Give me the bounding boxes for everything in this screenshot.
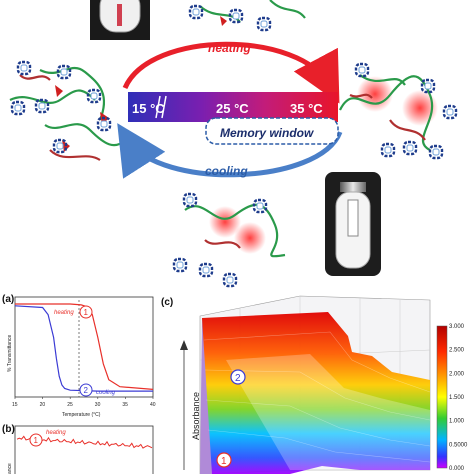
polymer-cluster-left — [9, 66, 126, 161]
panel-b-ylabel-fragment: ance — [7, 463, 13, 474]
temp-low-label: 15 °C — [132, 101, 165, 116]
colorbar-tick-label: 0.000 — [449, 466, 465, 472]
cooling-label: cooling — [205, 164, 248, 178]
panel-a-marker-heating — [79, 305, 93, 319]
schematic: heating cooling 15 °C 25 °C 35 °C Memory… — [9, 0, 458, 288]
panel-b-heating-label: heating — [46, 430, 66, 436]
temp-high-label: 35 °C — [290, 101, 323, 116]
colorbar-tick-label: 0.5000 — [449, 442, 468, 448]
panel-a-marker-heating-text: 1 — [84, 308, 89, 317]
panel-b-frame — [14, 425, 154, 474]
panel-a-x-tick-label: 35 — [122, 402, 128, 408]
panel-a-x-ticks: 15 20 25 30 35 40 — [12, 397, 156, 408]
panel-b-marker-text: 1 — [34, 436, 39, 445]
panel-a-x-tick-label: 20 — [40, 402, 46, 408]
surface-mesh — [203, 331, 431, 463]
panel-c-marker-top — [230, 369, 246, 385]
surface-side — [200, 318, 212, 474]
panel-c-marker-top-text: 2 — [235, 373, 241, 384]
cooling-arrow — [117, 123, 343, 179]
panel-a-x-tick-label: 40 — [150, 402, 156, 408]
colorbar-tick-label: 1.500 — [449, 395, 465, 401]
panel-b-marker — [29, 433, 43, 447]
absorbance-axis-arrowhead — [180, 340, 188, 350]
panel-c-ylabel: Absorbance — [191, 392, 201, 440]
absorbance-surface — [202, 312, 430, 474]
panel-b: (b) ance 1 heating — [2, 424, 154, 474]
memory-window-label: Memory window — [220, 126, 314, 140]
heating-label: heating — [208, 41, 251, 55]
heating-curve — [15, 303, 154, 390]
panel-a-x-tick-label: 15 — [12, 402, 18, 408]
memory-window-box — [205, 117, 339, 145]
vial-photo-top — [90, 0, 150, 40]
polymer-cluster-bottom — [184, 203, 286, 258]
panel-c: (c) Absorbance 2 1 — [161, 295, 468, 474]
temp-mid-label: 25 °C — [216, 101, 249, 116]
panel-a-x-tick-label: 30 — [95, 402, 101, 408]
polymer-cluster-right — [339, 74, 438, 151]
panel-a-heating-label: heating — [54, 310, 74, 316]
axis-break-mark — [155, 95, 161, 119]
axis-break-mark — [161, 95, 167, 119]
colorbar — [436, 325, 448, 469]
polymer-cluster-top — [199, 0, 306, 26]
colorbar-tick-label: 3.000 — [449, 324, 465, 330]
panel-a-marker-cooling — [79, 383, 93, 397]
panel-a-letter: (a) — [2, 294, 14, 305]
panel-a-xlabel: Temperature (°C) — [62, 412, 101, 418]
panel-a: (a) % Transmittance Temperature (°C) 15 2… — [2, 294, 156, 418]
colorbar-tick-label: 2.000 — [449, 371, 465, 377]
heating-arrow — [122, 41, 340, 104]
panel-a-cooling-label: cooling — [96, 390, 116, 396]
cooling-curve — [14, 305, 153, 392]
panel-c-marker-bottom — [216, 452, 232, 468]
cooling-overlay-sheet — [226, 354, 430, 470]
colorbar-tick-label: 1.000 — [449, 419, 465, 425]
colorbar-ticks: 3.000 2.500 2.000 1.500 1.000 0.5000 0.000 — [449, 324, 468, 472]
vial-photo-bottom — [325, 172, 381, 276]
panel-c-letter: (c) — [161, 297, 173, 308]
temperature-bar — [128, 92, 338, 122]
panel-a-x-tick-label: 25 — [67, 402, 73, 408]
panel-c-marker-bottom-text: 1 — [221, 456, 227, 467]
panel-a-ylabel: % Transmittance — [7, 335, 13, 372]
panel-a-marker-cooling-text: 2 — [84, 386, 89, 395]
panel-a-frame — [14, 296, 154, 398]
panel-b-letter: (b) — [2, 424, 15, 435]
colorbar-tick-label: 2.500 — [449, 348, 465, 354]
